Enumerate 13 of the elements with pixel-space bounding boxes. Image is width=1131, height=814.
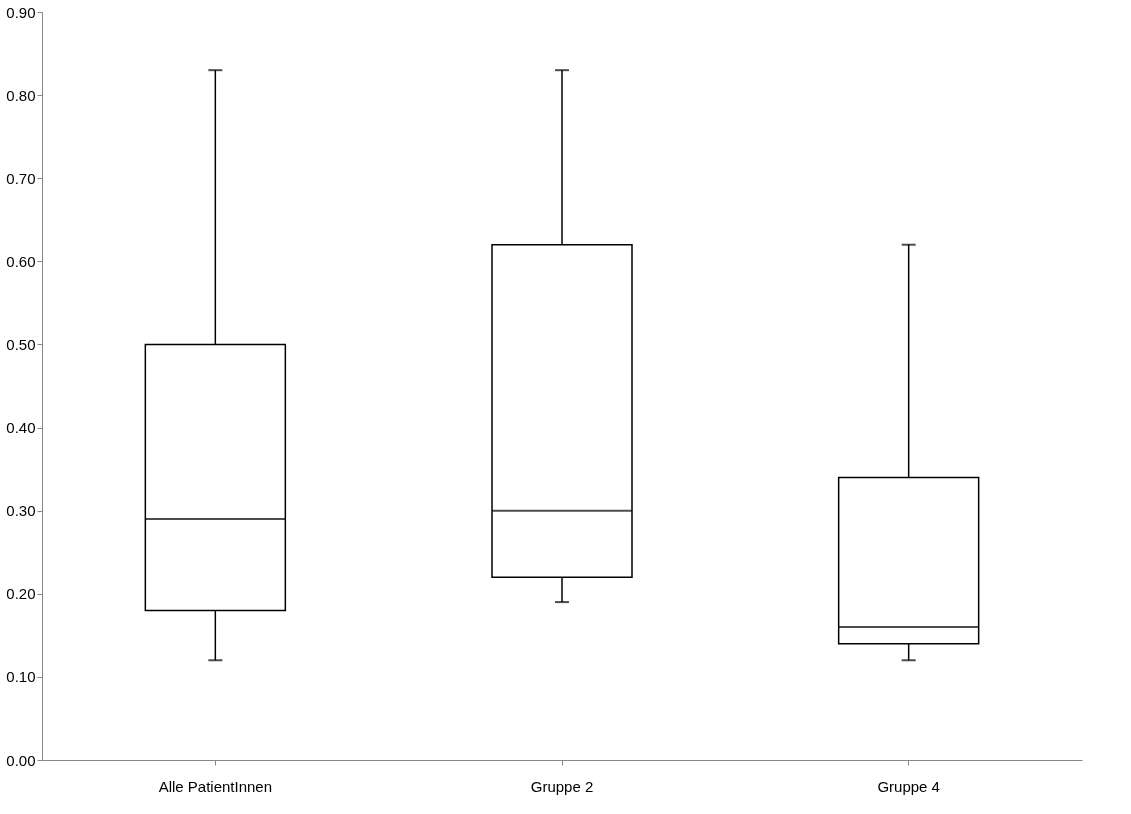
y-tick-label: 0.40 xyxy=(6,419,36,437)
x-tick-label: Alle PatientInnen xyxy=(158,777,273,795)
y-tick-label: 0.10 xyxy=(6,668,36,686)
y-tick-label: 0.30 xyxy=(6,502,36,520)
x-tick-label: Gruppe 4 xyxy=(877,777,940,795)
x-tick-label: Gruppe 2 xyxy=(530,777,594,795)
y-tick-label: 0.20 xyxy=(6,585,36,603)
y-tick-label: 0.60 xyxy=(6,252,36,270)
y-tick-label: 0.70 xyxy=(6,169,36,187)
y-tick-label: 0.80 xyxy=(6,86,36,104)
y-tick-label: 0.50 xyxy=(6,335,36,353)
y-tick-label: 0.90 xyxy=(6,3,36,21)
y-tick-label: 0.00 xyxy=(6,751,36,769)
